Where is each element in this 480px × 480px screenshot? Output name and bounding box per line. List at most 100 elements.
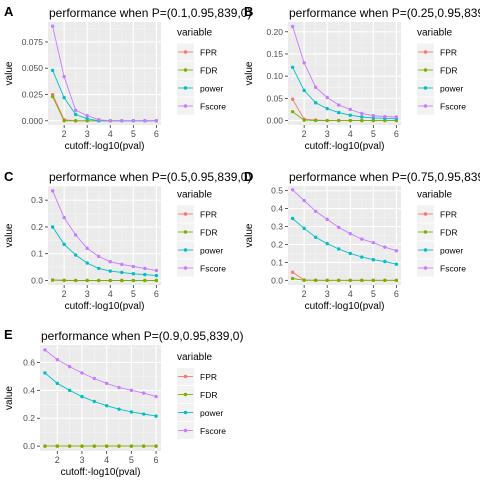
data-point-fdr <box>50 94 55 99</box>
axes: 2 3 4 5 6 0.0 0.1 0.2 0.3 0.4 0.5 cutoff:-log10(pva… <box>244 186 399 312</box>
data-point-power <box>142 412 146 416</box>
data-point-power <box>360 255 364 259</box>
data-point-fscore <box>337 103 341 107</box>
x-tick-label: 5 <box>131 289 136 299</box>
data-point-power <box>55 381 59 386</box>
y-tick-label: 0.050 <box>22 63 44 73</box>
legend-label-fdr: FDR <box>200 390 217 400</box>
data-point-fscore <box>85 246 89 251</box>
series-line-fscore <box>292 189 397 252</box>
data-point-fscore <box>67 364 72 369</box>
data-point-power <box>348 113 352 117</box>
legend-title: variable <box>417 28 452 39</box>
data-point-fscore <box>302 198 306 203</box>
data-point-power <box>348 251 352 256</box>
gridlines <box>288 186 401 285</box>
x-tick-label: 5 <box>131 129 136 139</box>
data-point-fdr <box>97 278 101 283</box>
panel-title: performance when P=(0.5,0.95,839,0) <box>49 170 251 184</box>
y-tick-label: 0.2 <box>23 413 35 423</box>
legend-label-fpr: FPR <box>200 48 217 58</box>
data-point-fscore <box>383 114 387 119</box>
legend-label-fpr: FPR <box>440 210 457 220</box>
legend-key-point <box>423 248 428 252</box>
legend-key-point <box>183 86 188 90</box>
legend-key-point <box>423 86 428 90</box>
data-point-power <box>43 371 47 375</box>
data-point-fscore <box>290 24 295 29</box>
x-tick-label: 4 <box>108 289 113 299</box>
data-point-fscore <box>348 107 352 112</box>
y-tick-label: 0.10 <box>266 71 283 81</box>
legend-label-fscore: Fscore <box>200 426 226 436</box>
data-point-fdr <box>92 444 97 448</box>
series-line-power <box>52 226 157 277</box>
data-point-fscore <box>143 266 147 271</box>
legend-key-point <box>183 410 188 415</box>
data-point-power <box>73 253 78 257</box>
data-point-fscore <box>290 188 295 192</box>
data-point-power <box>97 266 101 271</box>
x-tick-label: 2 <box>302 129 307 139</box>
data-point-fscore <box>131 119 136 123</box>
data-point-power <box>290 65 295 69</box>
data-point-fscore <box>97 254 101 259</box>
panel-title: performance when P=(0.75,0.95,839,0) <box>289 170 480 184</box>
panel-e: 2 3 4 5 6 0.0 0.2 0.4 0.6 cutoff:-log10(pval) valu… <box>4 327 243 478</box>
data-point-power <box>337 110 341 115</box>
legend-label-power: power <box>440 84 463 94</box>
data-point-fscore <box>371 113 376 118</box>
legend-label-fpr: FPR <box>200 210 217 220</box>
data-point-power <box>131 272 136 276</box>
y-tick-label: 0.05 <box>266 93 283 103</box>
legend-key-point <box>183 104 188 108</box>
data-point-fscore <box>117 385 121 390</box>
panel-tag: D <box>244 169 253 184</box>
y-tick-label: 0.0 <box>271 275 283 285</box>
legend-key-point <box>423 68 428 72</box>
x-tick-label: 3 <box>85 129 90 139</box>
y-axis-title: value <box>244 61 255 85</box>
y-tick-label: 0.20 <box>266 27 283 37</box>
data-point-fdr <box>62 278 66 283</box>
data-point-fdr <box>383 278 387 283</box>
y-axis-title: value <box>4 223 15 247</box>
x-tick-label: 4 <box>348 289 353 299</box>
data-point-fdr <box>371 278 376 283</box>
panel-title: performance when P=(0.9,0.95,839,0) <box>41 329 243 343</box>
data-point-fdr <box>337 118 341 123</box>
legend-label-fpr: FPR <box>440 48 457 58</box>
data-point-power <box>104 403 109 408</box>
panels-layer: 2 3 4 5 60.0000.0250.0500.075cutoff:-log10(p… <box>4 4 480 478</box>
data-point-fscore <box>142 391 146 395</box>
plot-background <box>288 22 401 125</box>
data-point-power <box>73 112 78 117</box>
data-point-fscore <box>85 113 89 118</box>
data-point-fdr <box>50 278 55 282</box>
data-point-fdr <box>325 278 329 283</box>
y-tick-label: 0.15 <box>266 49 283 59</box>
legend-label-power: power <box>200 84 223 94</box>
data-point-fscore <box>55 357 59 362</box>
y-tick-label: 0.1 <box>31 249 43 259</box>
legend-key-point <box>183 230 188 234</box>
series-group <box>50 24 159 123</box>
data-point-power <box>85 116 89 121</box>
data-point-power <box>383 259 387 264</box>
data-point-power <box>313 101 318 105</box>
x-tick-label: 2 <box>62 129 67 139</box>
data-point-power <box>50 68 55 73</box>
data-point-fdr <box>360 118 364 123</box>
legend-key-point <box>423 212 428 216</box>
data-point-fdr <box>360 278 364 283</box>
x-tick-label: 3 <box>325 129 330 139</box>
data-point-power <box>313 235 318 239</box>
x-tick-label: 6 <box>154 455 159 465</box>
data-point-fdr <box>325 118 329 123</box>
data-point-fscore <box>73 108 78 112</box>
legend-key-point <box>183 392 188 397</box>
data-point-fdr <box>348 278 352 283</box>
x-tick-label: 2 <box>55 455 60 465</box>
series-line-fscore <box>44 349 157 398</box>
